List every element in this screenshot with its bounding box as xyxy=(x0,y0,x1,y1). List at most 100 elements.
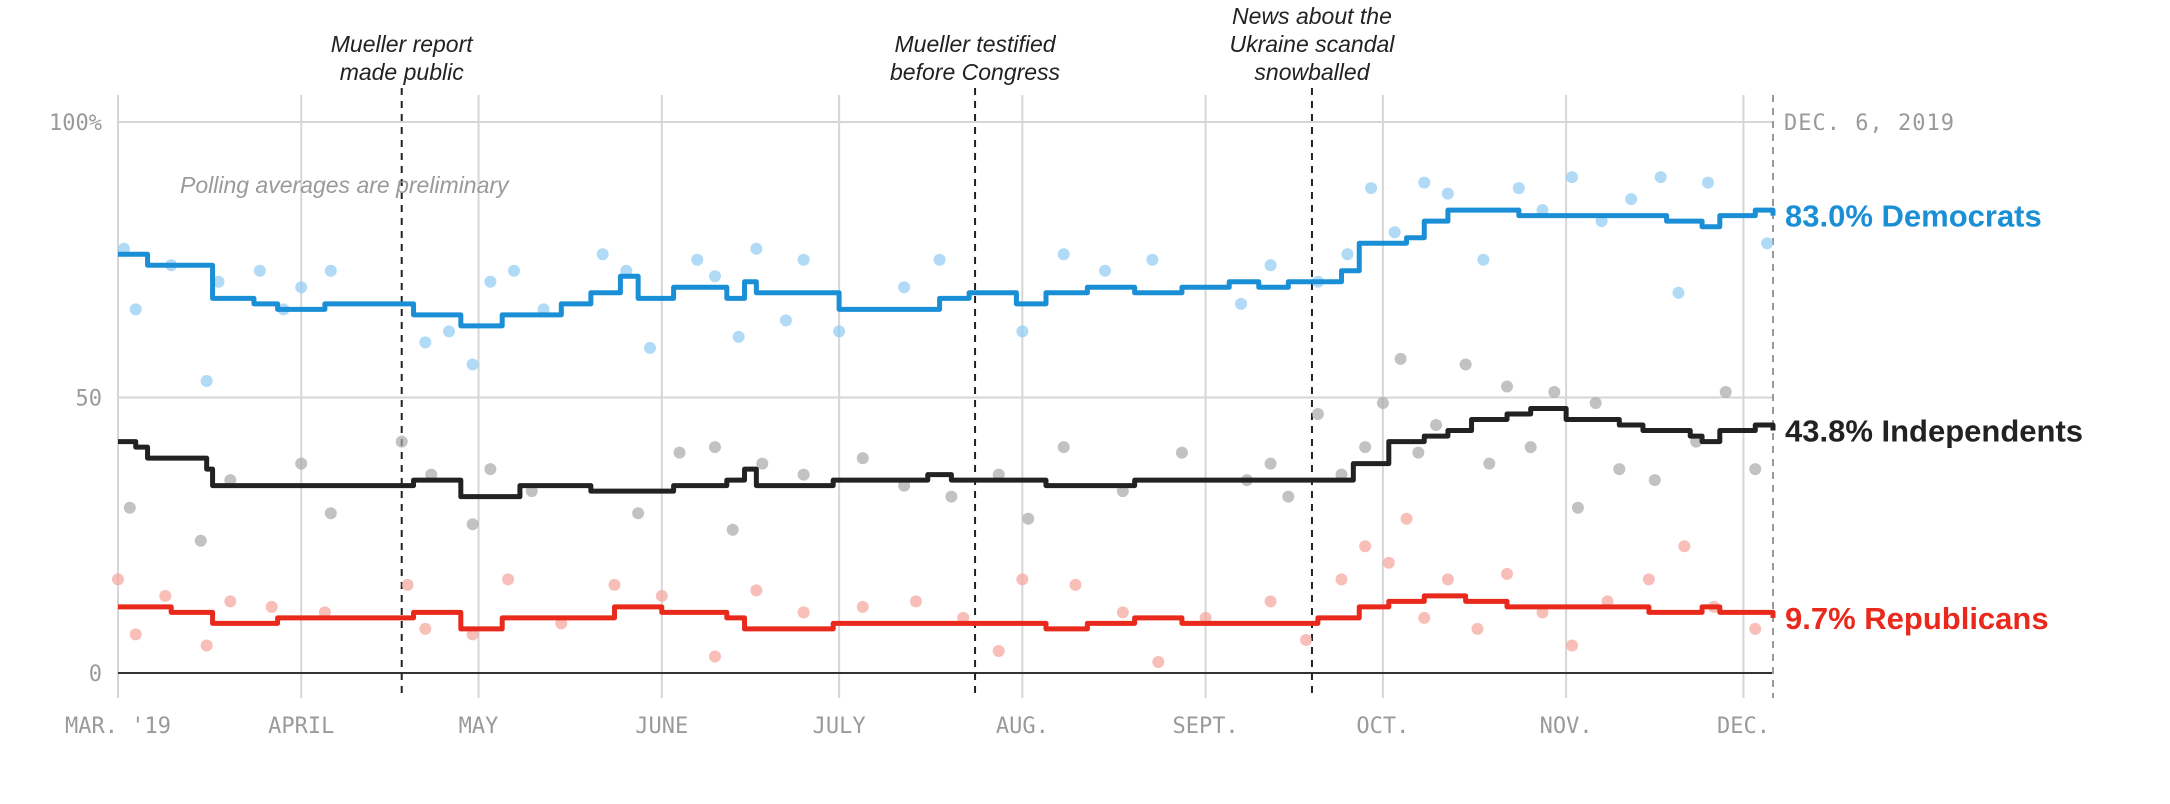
poll-dot xyxy=(1016,325,1029,338)
poll-dot xyxy=(117,242,130,255)
poll-dot xyxy=(1341,248,1354,261)
poll-dot xyxy=(1678,540,1691,553)
poll-dot xyxy=(484,463,497,476)
poll-dot xyxy=(1648,474,1661,487)
average-line-democrats xyxy=(118,207,1776,329)
poll-dot xyxy=(1471,622,1484,635)
preliminary-note: Polling averages are preliminary xyxy=(180,172,510,198)
poll-dot xyxy=(200,639,213,652)
poll-dot xyxy=(1595,215,1608,228)
poll-dot xyxy=(212,275,225,288)
poll-dot xyxy=(295,281,308,294)
poll-dot xyxy=(1199,611,1212,624)
poll-dot xyxy=(1536,606,1549,619)
poll-dot xyxy=(898,479,911,492)
average-lines xyxy=(118,207,1776,632)
poll-dot xyxy=(1459,358,1472,371)
poll-dot xyxy=(1099,264,1112,277)
poll-dot xyxy=(1394,352,1407,365)
poll-dot xyxy=(1642,573,1655,586)
poll-dot xyxy=(194,534,207,547)
poll-dot xyxy=(726,523,739,536)
y-tick-label: 0 xyxy=(89,662,102,687)
poll-dot xyxy=(1388,226,1401,239)
poll-dot xyxy=(159,589,172,602)
poll-dot xyxy=(1359,441,1372,454)
chart-text: Polling averages are preliminary DEC. 6,… xyxy=(180,111,2083,636)
poll-dot xyxy=(1382,556,1395,569)
poll-dot xyxy=(419,336,432,349)
poll-dot xyxy=(750,242,763,255)
poll-dot xyxy=(129,628,142,641)
poll-dot xyxy=(708,441,721,454)
poll-dot xyxy=(1376,397,1389,410)
x-tick-label: AUG. xyxy=(996,714,1049,739)
poll-dot xyxy=(200,374,213,387)
x-tick-label: OCT. xyxy=(1356,714,1409,739)
poll-dot xyxy=(655,589,668,602)
poll-dot xyxy=(224,474,237,487)
poll-dot xyxy=(112,573,124,586)
poll-dot xyxy=(833,325,846,338)
poll-dot xyxy=(555,617,568,630)
x-tick-label: SEPT. xyxy=(1172,714,1238,739)
poll-dot xyxy=(508,264,521,277)
poll-dot xyxy=(1282,490,1295,503)
poll-dot xyxy=(324,507,337,520)
poll-dot xyxy=(1761,237,1774,250)
poll-dot xyxy=(1057,248,1070,261)
poll-dot xyxy=(466,628,479,641)
poll-dot xyxy=(265,600,278,613)
poll-dot xyxy=(525,485,538,498)
x-tick-label: MAR. '19 xyxy=(65,714,171,739)
event-label: News about the Ukraine scandal snowballed xyxy=(1230,3,1396,85)
poll-dot xyxy=(1501,380,1514,393)
poll-dot xyxy=(1512,182,1525,195)
poll-dot xyxy=(1719,385,1732,398)
poll-dot xyxy=(1654,171,1667,184)
poll-dot xyxy=(224,595,237,608)
poll-dot xyxy=(1441,187,1454,200)
poll-dot xyxy=(1625,193,1638,206)
poll-dot xyxy=(1264,259,1277,272)
poll-dot xyxy=(673,446,686,459)
poll-dot xyxy=(992,468,1005,481)
average-line-republicans xyxy=(118,593,1776,632)
poll-dot xyxy=(1690,435,1703,448)
series-label-independents: 43.8% Independents xyxy=(1785,414,2083,449)
poll-dot xyxy=(1335,573,1348,586)
poll-dot xyxy=(1701,176,1714,189)
poll-dot xyxy=(945,490,958,503)
poll-dot xyxy=(608,578,621,591)
poll-dot xyxy=(750,584,763,597)
poll-dot xyxy=(425,468,438,481)
x-tick-label: JUNE xyxy=(635,714,688,739)
poll-dot xyxy=(1483,457,1496,470)
poll-dot xyxy=(1146,253,1159,266)
poll-dot xyxy=(1365,182,1378,195)
poll-dot xyxy=(632,507,645,520)
poll-dot xyxy=(992,644,1005,657)
poll-dot xyxy=(1335,468,1348,481)
poll-dot xyxy=(395,435,408,448)
poll-dot xyxy=(484,275,497,288)
poll-dot xyxy=(1022,512,1035,525)
poll-dots xyxy=(112,171,1774,668)
poll-dot xyxy=(1116,485,1129,498)
grid: MAR. '19 APRIL MAY JUNE JULY AUG. SEPT. OCT. NOV… xyxy=(49,95,1774,739)
poll-dot xyxy=(129,303,142,316)
poll-dot xyxy=(419,622,432,635)
poll-dot xyxy=(443,325,455,338)
poll-dot xyxy=(1749,463,1762,476)
poll-dot xyxy=(1571,501,1584,514)
poll-dot xyxy=(1524,441,1537,454)
poll-dot xyxy=(318,606,331,619)
poll-dot xyxy=(1613,463,1626,476)
poll-dot xyxy=(123,501,136,514)
poll-dot xyxy=(797,253,810,266)
poll-dot xyxy=(502,573,515,586)
poll-dot xyxy=(1116,606,1129,619)
x-tick-label: JULY xyxy=(813,714,866,739)
average-line-independents xyxy=(118,406,1776,500)
poll-dot xyxy=(1069,578,1082,591)
